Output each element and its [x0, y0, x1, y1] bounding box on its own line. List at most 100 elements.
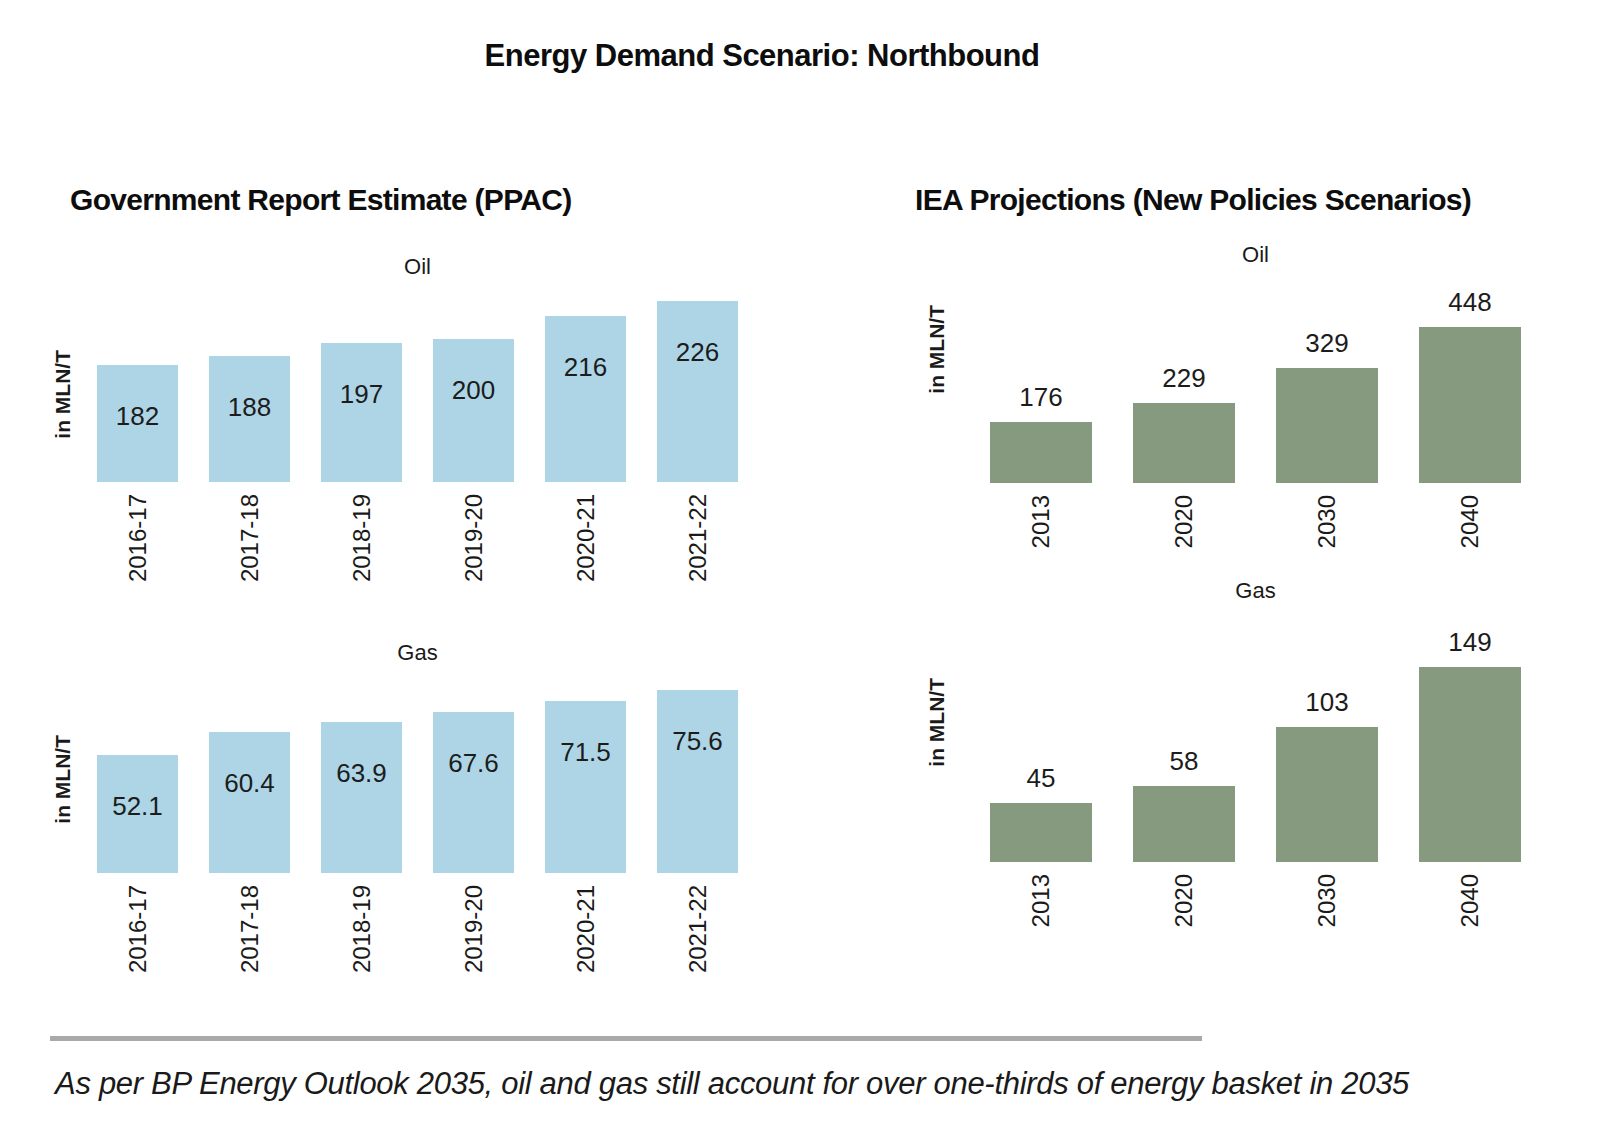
bar-column: 52.1: [97, 630, 178, 873]
x-tick: 2013: [990, 874, 1092, 927]
bar: 200: [433, 339, 514, 482]
x-tick-label: 2021-22: [686, 494, 710, 582]
x-tick-label: 2016-17: [126, 885, 150, 973]
bar-value-label: 200: [452, 375, 495, 406]
bar: [1133, 786, 1235, 862]
bar: 63.9: [321, 722, 402, 873]
bars-area: 176229329448: [990, 240, 1521, 483]
bar: [1419, 327, 1521, 483]
bar-value-label: 329: [1305, 328, 1348, 359]
bar-value-label: 75.6: [672, 726, 723, 757]
bar: 60.4: [209, 732, 290, 873]
bar: [990, 422, 1092, 483]
x-tick: 2017-18: [209, 885, 290, 973]
bar: 182: [97, 365, 178, 482]
bar: [990, 803, 1092, 862]
bar: 75.6: [657, 690, 738, 873]
bar-value-label: 67.6: [448, 748, 499, 779]
chart-iea-gas: Gas 4558103149 2013202020302040: [990, 572, 1521, 932]
x-tick-label: 2013: [1029, 495, 1053, 548]
bar-column: 45: [990, 572, 1092, 862]
x-tick: 2040: [1419, 874, 1521, 927]
x-tick: 2030: [1276, 874, 1378, 927]
x-tick-label: 2020: [1172, 495, 1196, 548]
bar-value-label: 448: [1448, 287, 1491, 318]
bar-column: 71.5: [545, 630, 626, 873]
bar: 216: [545, 316, 626, 482]
bar-column: 60.4: [209, 630, 290, 873]
bar-column: 149: [1419, 572, 1521, 862]
x-tick: 2021-22: [657, 885, 738, 973]
x-axis-labels: 2016-17 2017-18 2018-19 2019-20 2020-21 2021-…: [97, 885, 738, 973]
bar-column: 448: [1419, 240, 1521, 483]
bar-value-label: 58: [1170, 746, 1199, 777]
bar-value-label: 63.9: [336, 758, 387, 789]
x-tick: 2020: [1133, 495, 1235, 548]
x-tick: 2018-19: [321, 494, 402, 582]
bars-area: 45 58 103 149: [990, 572, 1521, 862]
bar-column: 197: [321, 252, 402, 482]
y-axis-label: in MLN/T: [52, 735, 73, 824]
x-tick-label: 2040: [1458, 874, 1482, 927]
bar: [1133, 403, 1235, 483]
x-axis-labels: 2013 2020 2030 2040: [990, 874, 1521, 927]
page: Energy Demand Scenario: Northbound Gover…: [0, 0, 1624, 1132]
bar-column: 188: [209, 252, 290, 482]
x-tick-label: 2013: [1029, 874, 1053, 927]
bar-value-label: 149: [1448, 627, 1491, 658]
x-tick: 2013: [990, 495, 1092, 548]
bar-value-label: 226: [676, 337, 719, 368]
x-tick-label: 2018-19: [350, 885, 374, 973]
x-tick: 2017-18: [209, 494, 290, 582]
x-tick-label: 2040: [1458, 495, 1482, 548]
bar: 67.6: [433, 712, 514, 873]
y-axis-label: in MLN/T: [926, 678, 947, 767]
x-tick: 2040: [1419, 495, 1521, 548]
x-tick: 2020: [1133, 874, 1235, 927]
footnote: As per BP Energy Outlook 2035, oil and g…: [55, 1066, 1595, 1102]
bar-column: 75.6: [657, 630, 738, 873]
bars-area: 182 188 197 200 216 226: [97, 252, 738, 482]
bar-column: 329: [1276, 240, 1378, 483]
bar-column: 226: [657, 252, 738, 482]
bar-value-label: 71.5: [560, 737, 611, 768]
bar-value-label: 188: [228, 392, 271, 423]
x-tick: 2021-22: [657, 494, 738, 582]
footer-divider: [50, 1036, 1202, 1041]
x-tick-label: 2017-18: [238, 494, 262, 582]
x-tick: 2019-20: [433, 885, 514, 973]
bar-value-label: 229: [1162, 363, 1205, 394]
x-tick: 2018-19: [321, 885, 402, 973]
bar: [1276, 368, 1378, 483]
x-tick-label: 2019-20: [462, 494, 486, 582]
x-tick: 2020-21: [545, 885, 626, 973]
bar-column: 200: [433, 252, 514, 482]
x-tick: 2016-17: [97, 885, 178, 973]
bar-column: 103: [1276, 572, 1378, 862]
x-tick: 2020-21: [545, 494, 626, 582]
chart-ppac-gas: Gas 52.160.463.967.671.575.6 2016-172017…: [97, 630, 738, 980]
bar: [1276, 727, 1378, 862]
bar-column: 229: [1133, 240, 1235, 483]
bar-value-label: 60.4: [224, 768, 275, 799]
bar: 226: [657, 301, 738, 482]
x-axis-labels: 2013202020302040: [990, 495, 1521, 548]
chart-ppac-oil: Oil 182188197200216226 2016-172017-18201…: [97, 252, 738, 592]
y-axis-label: in MLN/T: [926, 305, 947, 394]
bar-column: 216: [545, 252, 626, 482]
bar-value-label: 182: [116, 401, 159, 432]
bar-value-label: 103: [1305, 687, 1348, 718]
x-tick-label: 2020-21: [574, 885, 598, 973]
x-tick-label: 2030: [1315, 874, 1339, 927]
bar: 188: [209, 356, 290, 482]
x-tick-label: 2021-22: [686, 885, 710, 973]
bar: 71.5: [545, 701, 626, 873]
bar-column: 67.6: [433, 630, 514, 873]
bar: 52.1: [97, 755, 178, 873]
bar-value-label: 216: [564, 352, 607, 383]
page-title: Energy Demand Scenario: Northbound: [0, 38, 1524, 74]
x-tick-label: 2017-18: [238, 885, 262, 973]
bar-column: 63.9: [321, 630, 402, 873]
bar-value-label: 52.1: [112, 791, 163, 822]
x-tick-label: 2020-21: [574, 494, 598, 582]
